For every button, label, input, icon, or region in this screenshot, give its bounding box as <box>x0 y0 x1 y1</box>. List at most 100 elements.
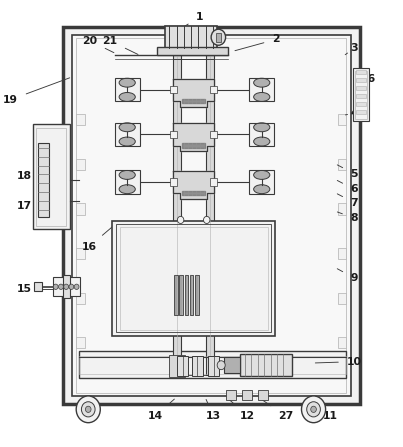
Bar <box>249 170 274 194</box>
Bar <box>338 248 347 259</box>
Text: 26: 26 <box>359 74 375 85</box>
Text: 21: 21 <box>102 36 138 55</box>
Bar <box>192 356 203 376</box>
Ellipse shape <box>119 78 135 87</box>
Text: 2: 2 <box>235 34 280 51</box>
Bar <box>216 33 221 42</box>
Bar <box>210 131 217 138</box>
Bar <box>170 131 177 138</box>
Text: 6: 6 <box>337 181 358 194</box>
Text: 20: 20 <box>82 36 114 53</box>
Bar <box>249 123 274 146</box>
Bar <box>76 337 85 348</box>
Bar <box>356 102 366 106</box>
Bar <box>258 390 268 400</box>
Bar <box>174 128 212 137</box>
Bar <box>177 356 188 376</box>
Ellipse shape <box>253 170 270 179</box>
Bar <box>240 354 292 376</box>
Text: 16: 16 <box>81 225 114 252</box>
Text: 10: 10 <box>315 357 361 367</box>
Bar <box>356 78 366 82</box>
Ellipse shape <box>253 137 270 146</box>
Text: 5: 5 <box>337 165 358 179</box>
Bar <box>174 81 212 90</box>
Bar <box>179 275 183 315</box>
Bar <box>224 357 241 373</box>
Bar <box>356 86 366 90</box>
Circle shape <box>76 396 100 423</box>
Ellipse shape <box>119 170 135 179</box>
Bar <box>338 203 347 215</box>
Text: 17: 17 <box>17 199 42 211</box>
Bar <box>210 178 217 186</box>
Bar <box>72 34 351 396</box>
Bar <box>190 275 193 315</box>
Text: 11: 11 <box>319 406 338 421</box>
Bar <box>170 86 177 93</box>
Bar <box>170 178 177 186</box>
Circle shape <box>177 216 184 224</box>
Bar <box>63 27 360 404</box>
Bar <box>33 283 42 291</box>
Circle shape <box>53 284 58 290</box>
Bar <box>338 337 347 348</box>
Bar <box>356 94 366 98</box>
Bar <box>185 275 188 315</box>
Bar <box>76 38 347 393</box>
Bar <box>353 67 370 121</box>
Circle shape <box>301 396 326 423</box>
Bar <box>33 124 70 229</box>
Bar <box>76 293 85 304</box>
Polygon shape <box>182 99 205 103</box>
Bar <box>76 248 85 259</box>
Circle shape <box>64 284 69 290</box>
Bar <box>174 174 212 183</box>
Bar <box>169 355 185 377</box>
Ellipse shape <box>119 123 135 132</box>
Text: 7: 7 <box>337 194 358 207</box>
Ellipse shape <box>119 185 135 194</box>
Bar <box>338 159 347 170</box>
Text: 27: 27 <box>261 399 293 421</box>
Circle shape <box>311 406 316 413</box>
Bar <box>120 227 268 329</box>
Circle shape <box>74 284 79 290</box>
Bar <box>249 78 274 101</box>
Bar <box>164 26 217 48</box>
Circle shape <box>211 29 226 45</box>
Polygon shape <box>182 143 205 148</box>
Bar <box>210 86 217 93</box>
Bar <box>242 390 252 400</box>
Bar <box>53 278 80 296</box>
Bar <box>79 351 347 378</box>
Bar <box>116 224 271 332</box>
Bar <box>112 221 275 336</box>
Ellipse shape <box>119 137 135 146</box>
Bar <box>76 159 85 170</box>
Text: 9: 9 <box>337 269 358 283</box>
Text: 18: 18 <box>17 171 42 181</box>
Ellipse shape <box>119 93 135 101</box>
Circle shape <box>85 406 91 413</box>
Circle shape <box>204 216 210 224</box>
Bar <box>195 275 199 315</box>
Bar <box>115 78 140 101</box>
Bar <box>338 293 347 304</box>
Text: 3: 3 <box>345 43 358 55</box>
Ellipse shape <box>253 93 270 101</box>
Text: 12: 12 <box>229 399 255 421</box>
Bar <box>38 143 49 217</box>
Bar <box>174 275 178 315</box>
Circle shape <box>69 284 74 290</box>
Circle shape <box>307 402 320 417</box>
Bar <box>356 70 366 74</box>
Text: 15: 15 <box>17 284 56 295</box>
Text: 8: 8 <box>337 212 358 223</box>
Bar <box>338 114 347 126</box>
Bar <box>115 170 140 194</box>
Bar <box>79 356 347 374</box>
Bar <box>355 71 367 119</box>
Bar <box>63 275 70 298</box>
Bar <box>76 203 85 215</box>
